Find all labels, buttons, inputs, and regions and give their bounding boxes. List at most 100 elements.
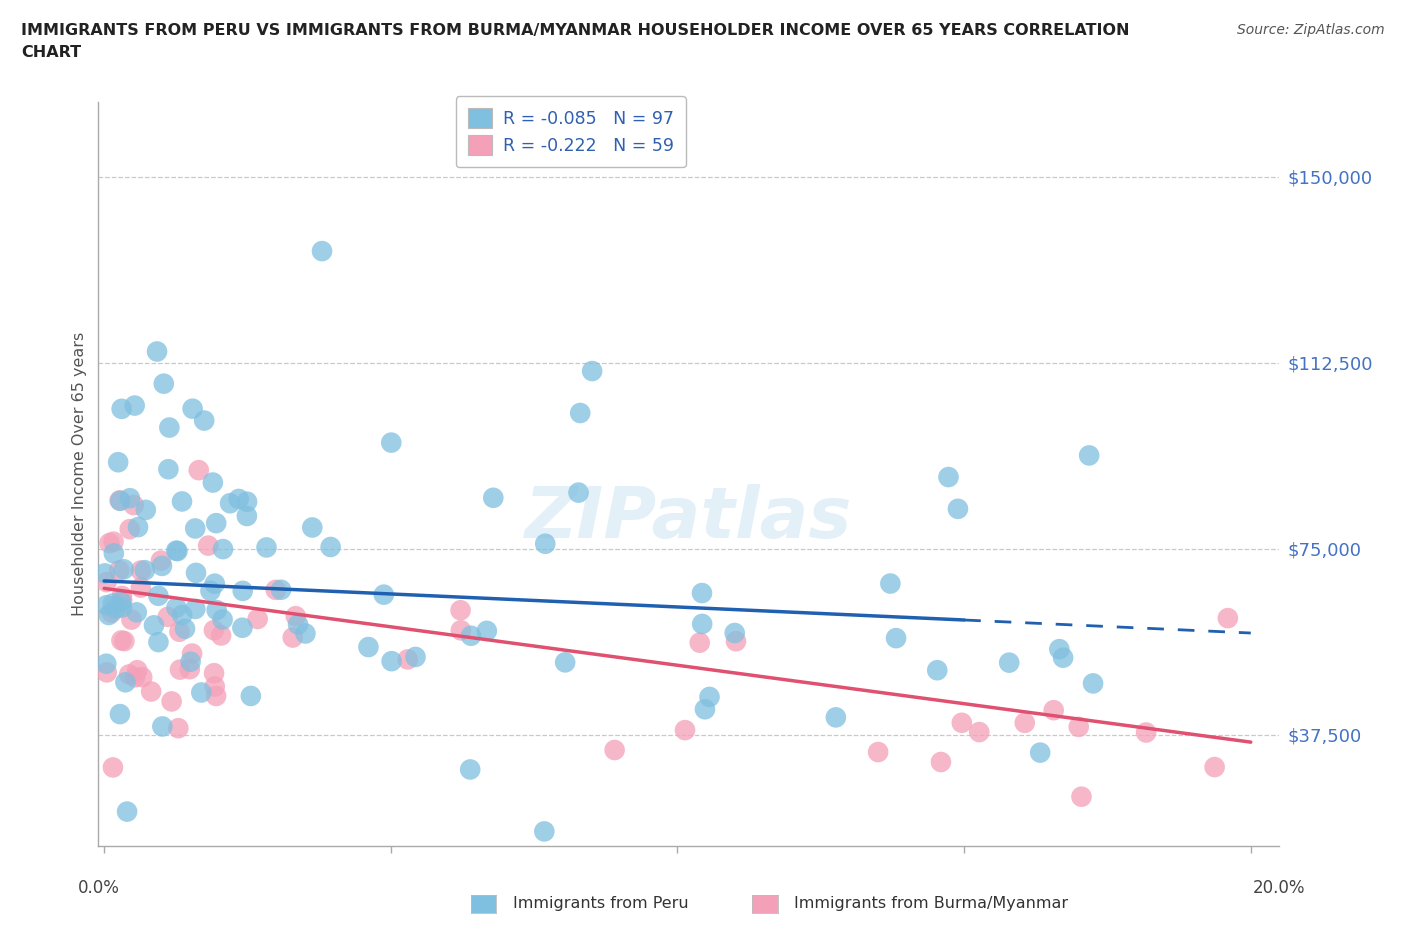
Point: [124, 398, 146, 413]
Point: [284, 609, 307, 624]
Point: [967, 724, 990, 739]
Point: [567, 485, 589, 500]
Point: [180, 655, 202, 670]
Point: [1070, 790, 1092, 804]
Point: [148, 634, 170, 649]
Point: [148, 589, 170, 604]
Point: [124, 670, 146, 684]
Point: [879, 576, 901, 591]
Point: [946, 501, 969, 516]
Legend: R = -0.085   N = 97, R = -0.222   N = 59: R = -0.085 N = 97, R = -0.222 N = 59: [456, 96, 686, 167]
Text: ZIPatlas: ZIPatlas: [526, 485, 852, 553]
Text: 20.0%: 20.0%: [1253, 879, 1306, 897]
Point: [689, 635, 711, 650]
Point: [108, 493, 131, 508]
Point: [174, 621, 197, 636]
Point: [165, 600, 187, 615]
Point: [239, 688, 262, 703]
Point: [294, 626, 316, 641]
Point: [153, 377, 176, 392]
Point: [101, 596, 124, 611]
Point: [693, 702, 716, 717]
Text: IMMIGRANTS FROM PERU VS IMMIGRANTS FROM BURMA/MYANMAR HOUSEHOLDER INCOME OVER 65: IMMIGRANTS FROM PERU VS IMMIGRANTS FROM …: [21, 23, 1129, 60]
Point: [209, 628, 232, 643]
Point: [690, 586, 713, 601]
Point: [169, 662, 191, 677]
Point: [107, 455, 129, 470]
Point: [1078, 448, 1101, 463]
Point: [143, 618, 166, 632]
Point: [204, 577, 226, 591]
Point: [187, 463, 209, 478]
Point: [118, 667, 141, 682]
Point: [190, 685, 212, 700]
Point: [1047, 642, 1070, 657]
Point: [927, 663, 949, 678]
Point: [232, 583, 254, 598]
Point: [264, 582, 287, 597]
Point: [950, 715, 973, 730]
Point: [825, 710, 848, 724]
Point: [1042, 703, 1064, 718]
Point: [281, 631, 304, 645]
Point: [673, 723, 696, 737]
Text: Immigrants from Burma/Myanmar: Immigrants from Burma/Myanmar: [794, 897, 1069, 911]
Point: [205, 516, 228, 531]
Point: [129, 563, 152, 578]
Point: [236, 494, 259, 509]
Point: [690, 617, 713, 631]
Point: [603, 742, 626, 757]
Point: [127, 663, 149, 678]
Point: [246, 612, 269, 627]
Point: [1081, 676, 1104, 691]
Point: [94, 566, 117, 581]
Point: [118, 522, 141, 537]
Point: [111, 589, 134, 604]
Point: [405, 649, 427, 664]
Point: [534, 537, 557, 551]
Point: [181, 401, 204, 416]
Point: [111, 600, 134, 615]
Point: [357, 640, 380, 655]
Point: [460, 629, 482, 644]
Point: [98, 536, 121, 551]
Point: [114, 675, 136, 690]
Point: [146, 344, 169, 359]
Point: [134, 563, 156, 578]
Point: [699, 689, 721, 704]
Point: [150, 558, 173, 573]
Point: [129, 580, 152, 595]
Point: [450, 623, 472, 638]
Point: [103, 534, 125, 549]
Point: [184, 602, 207, 617]
Point: [172, 607, 194, 622]
Point: [884, 631, 907, 645]
Point: [120, 612, 142, 627]
Point: [204, 679, 226, 694]
Point: [108, 563, 131, 578]
Point: [112, 562, 135, 577]
Point: [96, 665, 118, 680]
Point: [193, 413, 215, 428]
Point: [156, 609, 179, 624]
Point: [103, 546, 125, 561]
Point: [373, 587, 395, 602]
Point: [167, 721, 190, 736]
Point: [170, 494, 193, 509]
Point: [1216, 611, 1239, 626]
Point: [311, 244, 333, 259]
Point: [141, 684, 163, 699]
Point: [169, 624, 191, 639]
Point: [111, 593, 134, 608]
Point: [938, 470, 960, 485]
Point: [219, 496, 242, 511]
Point: [108, 707, 131, 722]
Point: [1014, 715, 1036, 730]
Point: [157, 420, 180, 435]
Point: [228, 492, 250, 507]
Point: [381, 654, 404, 669]
Point: [150, 719, 173, 734]
Text: Source: ZipAtlas.com: Source: ZipAtlas.com: [1237, 23, 1385, 37]
Point: [475, 623, 498, 638]
Point: [724, 626, 747, 641]
